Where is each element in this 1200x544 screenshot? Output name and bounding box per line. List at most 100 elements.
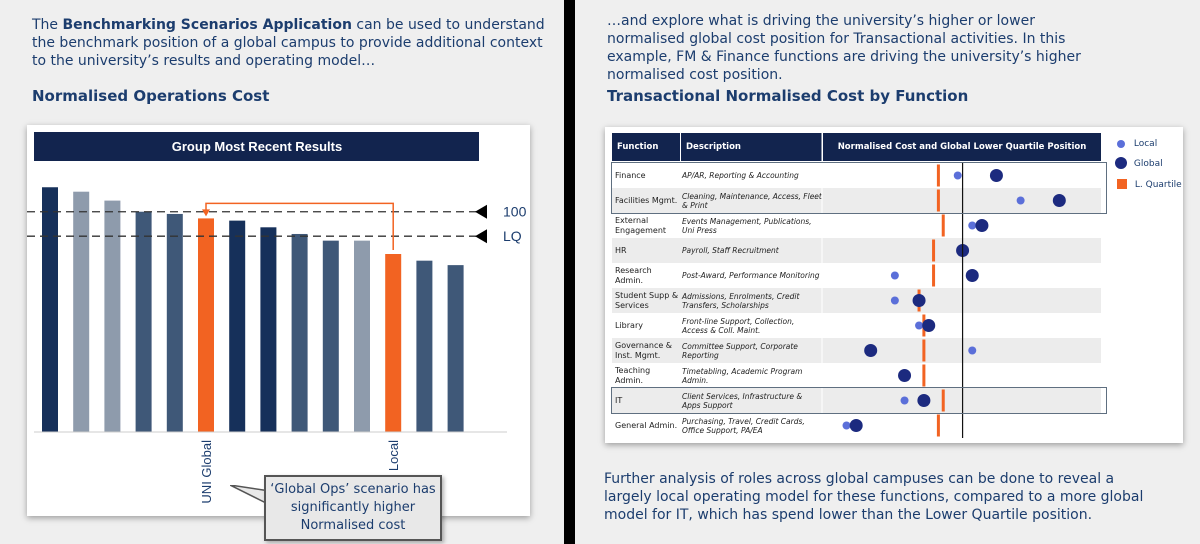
lq-marker	[936, 189, 940, 212]
row-function: Library	[615, 320, 643, 330]
legend-local-label: Local	[1133, 139, 1158, 149]
local-dot	[890, 271, 899, 280]
ref-marker-100	[475, 204, 487, 219]
group-results-chart: Group Most Recent Results 100 LQ UNI Glob…	[27, 132, 527, 504]
global-dot	[912, 294, 926, 307]
legend-global-label: Global	[1133, 158, 1163, 169]
local-dot	[953, 171, 962, 180]
global-dot	[965, 269, 979, 282]
highlight-fm-finance	[611, 162, 1107, 214]
local-dot	[1016, 196, 1025, 205]
function-table: Function Description Normalised Cost and…	[611, 133, 1107, 438]
local-dot	[915, 321, 924, 330]
bar-10	[354, 240, 370, 432]
local-dot	[968, 346, 977, 355]
legend-local: Local	[1117, 139, 1197, 149]
global-dot	[989, 169, 1003, 182]
lq-marker	[922, 364, 926, 387]
comparison-connector	[205, 202, 394, 250]
row-function: Finance	[615, 170, 646, 180]
row-function: Student Supp & Services	[615, 290, 679, 310]
row-description: Front-line Support, Collection, Access &…	[682, 316, 795, 335]
col-header-description: Description	[681, 133, 822, 161]
right-footer: Further analysis of roles across global …	[604, 471, 1144, 523]
row-description: AP/AR, Reporting & Accounting	[682, 171, 799, 180]
row-description: Admissions, Enrolments, Credit Transfers…	[682, 291, 800, 310]
table-row: HR Payroll, Staff Recruitment	[612, 238, 1101, 263]
position-plot	[821, 133, 1066, 438]
bar-9	[322, 240, 339, 432]
left-intro-post: can be used to understand the benchmark …	[32, 17, 545, 69]
left-heading: Normalised Operations Cost	[32, 87, 270, 105]
left-intro: The Benchmarking Scenarios Application c…	[32, 16, 552, 70]
row-description: Events Management, Publications, Uni Pre…	[682, 216, 812, 235]
global-dot	[849, 419, 863, 432]
col-header-function: Function	[612, 133, 680, 161]
ref-marker-LQ	[475, 229, 487, 244]
table-row: Research Admin. Post-Award, Performance M…	[612, 263, 1101, 288]
lq-marker	[936, 164, 940, 187]
local-dot	[968, 221, 977, 230]
legend-local-marker	[1117, 139, 1125, 148]
table-row: IT Client Services, Infrastructure & Apps…	[612, 388, 1101, 413]
bar-7	[260, 227, 277, 432]
col-header-position: Normalised Cost and Global Lower Quartil…	[823, 133, 1101, 161]
row-description: Client Services, Infrastructure & Apps S…	[682, 391, 803, 410]
global-dot	[1052, 194, 1066, 207]
bar-11	[385, 254, 402, 432]
row-function: Governance & Inst. Mgmt.	[615, 340, 673, 360]
row-description: Payroll, Staff Recruitment	[682, 246, 779, 255]
row-description: Post-Award, Performance Monitoring	[682, 271, 820, 280]
bar-3	[135, 211, 152, 432]
group-results-card: Group Most Recent Results 100 LQ UNI Glob…	[27, 125, 530, 541]
chart-title: Group Most Recent Results	[172, 139, 342, 154]
global-dot	[922, 319, 936, 332]
panel-divider	[564, 0, 575, 544]
chart-title-bar	[34, 132, 479, 161]
legend-lq-marker	[1117, 179, 1127, 189]
table-row: Teaching Admin. Timetabling, Academic Pro…	[612, 363, 1101, 388]
global-dot	[864, 344, 878, 357]
row-function: Teaching Admin.	[615, 365, 651, 385]
table-row: General Admin. Purchasing, Travel, Credit…	[612, 413, 1101, 438]
left-intro-pre: The	[32, 17, 63, 33]
bar-2	[104, 200, 121, 432]
row-description: Cleaning, Maintenance, Access, Fleet & P…	[682, 191, 822, 210]
row-function: IT	[615, 395, 623, 405]
legend-global-marker	[1115, 157, 1127, 169]
legend-lq: L. Quartile	[1117, 179, 1197, 190]
bar-6	[229, 220, 246, 432]
connector-arrowhead	[202, 209, 210, 217]
local-dot	[890, 296, 899, 305]
global-ops-callout: ‘Global Ops’ scenario has significantly …	[264, 475, 442, 541]
bar-label-5: UNI Global	[199, 440, 214, 504]
global-dot	[898, 369, 912, 382]
bar-0	[42, 187, 58, 432]
bar-13	[447, 265, 464, 432]
row-function: HR	[615, 245, 627, 255]
local-dot	[842, 421, 851, 430]
right-intro: …and explore what is driving the univers…	[607, 13, 1081, 83]
row-function: Research Admin.	[615, 265, 652, 285]
legend-lq-label: L. Quartile	[1134, 179, 1182, 190]
local-dot	[900, 396, 909, 405]
function-cost-card: Function Description Normalised Cost and…	[605, 127, 1183, 443]
global-dot	[917, 394, 931, 407]
row-function: General Admin.	[615, 420, 678, 430]
lq-marker	[936, 414, 940, 437]
lq-marker	[932, 239, 936, 262]
bar-1	[73, 191, 90, 432]
global-dot	[975, 219, 989, 232]
table-row: Governance & Inst. Mgmt. Committee Suppor…	[612, 338, 1101, 363]
highlight-it	[611, 387, 1107, 414]
right-heading: Transactional Normalised Cost by Functio…	[607, 87, 969, 105]
lq-marker	[932, 264, 936, 287]
bar-8	[291, 233, 308, 432]
ref-label-100: 100	[503, 204, 527, 220]
table-row: Finance AP/AR, Reporting & Accounting	[612, 163, 1101, 188]
table-row: Student Supp & Services Admissions, Enrol…	[612, 288, 1101, 313]
row-description: Committee Support, Corporate Reporting	[682, 341, 798, 360]
legend-global: Global	[1115, 157, 1195, 169]
bar-4	[166, 213, 183, 432]
bar-12	[416, 260, 433, 432]
